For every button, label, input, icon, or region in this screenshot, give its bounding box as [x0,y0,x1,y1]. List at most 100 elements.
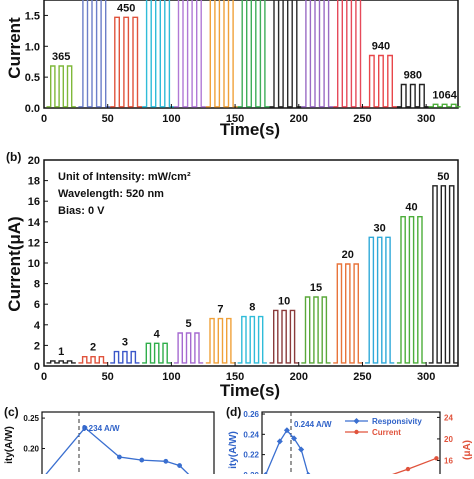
y-tick-label: 10 [28,258,40,270]
series-label-b-3: 4 [154,328,161,340]
series-a-3 [142,0,174,108]
y-tick-label: 18 [28,176,40,188]
panel-a-series [46,0,461,108]
y-tick-label: 0.26 [243,410,259,419]
panel-a-series-labels: 365 450 940 980 1064 [52,2,458,101]
y-tick-label: 6 [34,299,40,311]
x-tick-label: 200 [290,371,308,383]
panel-a-y-ticks: 0.0 0.5 1.0 1.5 [25,10,48,115]
series-label-a-11: 980 [404,70,422,82]
series-label-b-5: 7 [217,304,223,316]
y-tick-label: 2 [34,340,40,352]
panel-c-peak-annotation: 0.234 A/W [82,424,120,433]
series-b-8 [301,296,331,364]
panel-d-point [405,466,411,472]
panel-d-series [262,427,439,479]
x-tick-label: 100 [162,371,180,383]
series-b-9 [333,263,363,364]
series-b-0 [46,360,76,364]
legend-current-label: Current [372,428,401,437]
y-tick-label: 1.5 [25,10,40,22]
panel-d-frame [261,411,441,479]
panel-d-point [291,435,298,442]
y-tick-label: 0 [34,361,40,373]
series-b-12 [428,185,458,364]
y-tick-label: 0.20 [23,445,39,454]
y-tick-label: 24 [444,413,453,422]
panel-b-label: (b) [6,150,21,164]
x-tick-label: 50 [102,371,114,383]
series-label-a-10: 940 [372,41,390,53]
series-b-3 [142,342,172,364]
series-a-6 [237,0,270,108]
series-label-b-11: 40 [405,202,417,214]
y-tick-label: 20 [444,435,453,444]
x-tick-label: 300 [417,113,435,125]
y-tick-label: 4 [34,320,41,332]
panel-c-line [41,426,194,479]
panel-d-point [283,427,290,434]
series-label-a-0: 365 [52,51,70,63]
y-tick-label: 14 [28,217,41,229]
series-b-10 [365,236,395,364]
series-label-b-10: 30 [374,222,386,234]
series-label-b-6: 8 [249,302,255,314]
series-label-a-12: 1064 [432,89,457,101]
series-b-5 [205,317,236,364]
panel-b-y-axis-label: Current(μA) [5,216,24,311]
panel-b-series [46,185,458,364]
panel-a-y-axis-label: Current [5,17,24,79]
series-label-b-9: 20 [342,249,354,261]
series-label-b-12: 50 [437,171,449,183]
legend-responsivity-marker [353,418,360,424]
panel-a-frame [43,0,459,109]
series-b-6 [237,315,267,364]
x-tick-label: 150 [226,113,244,125]
series-b-2 [110,350,140,364]
y-tick-label: 0.0 [25,103,40,115]
y-tick-label: 20 [28,155,40,167]
panel-b-x-axis-label: Time(s) [220,381,280,400]
panel-d-peak-annotation: 0.244 A/W [294,420,332,429]
panel-c-y-ticks: 0.20 0.25 [23,414,45,454]
panel-c-point [177,463,183,468]
series-a-9 [333,0,365,108]
series-a-5 [205,0,238,108]
series-a-11 [396,83,429,108]
panel-d-line-0 [265,429,309,476]
panel-d-point [298,446,305,453]
series-label-b-4: 5 [186,318,192,330]
x-tick-label: 50 [102,113,114,125]
series-a-12 [428,103,461,108]
series-label-b-1: 2 [90,342,96,354]
panel-c-y-axis-label: ity(A/W) [4,426,15,464]
y-tick-label: 16 [444,456,453,465]
panel-b-y-ticks: 0 2 4 6 8 10 12 14 16 18 20 [28,155,48,373]
series-b-7 [269,309,299,364]
series-a-1 [78,0,111,108]
panel-d-line-1 [386,457,437,478]
y-tick-label: 0.5 [25,72,40,84]
panel-c: (c) 0.20 0.25 0.234 A/W ity(A/W) [4,405,215,479]
series-a-4 [173,0,206,108]
series-label-b-7: 10 [278,295,290,307]
y-tick-label: 0.25 [23,414,39,423]
panel-c-point [163,458,169,464]
x-tick-label: 200 [290,113,308,125]
panel-d-point [276,438,283,445]
series-b-1 [78,356,108,364]
panel-b-info-bias: Bias: 0 V [58,205,105,217]
y-tick-label: 12 [28,237,40,249]
x-tick-label: 300 [417,371,435,383]
series-a-2 [110,16,143,108]
panel-c-frame [41,411,215,479]
panel-d-right-y-ticks: 16 20 24 [437,413,453,465]
series-label-b-0: 1 [58,346,64,358]
series-label-b-8: 15 [310,282,322,294]
panel-c-point [82,425,88,431]
series-a-8 [301,0,334,108]
y-tick-label: 1.0 [25,41,40,53]
panel-c-point [139,457,145,463]
